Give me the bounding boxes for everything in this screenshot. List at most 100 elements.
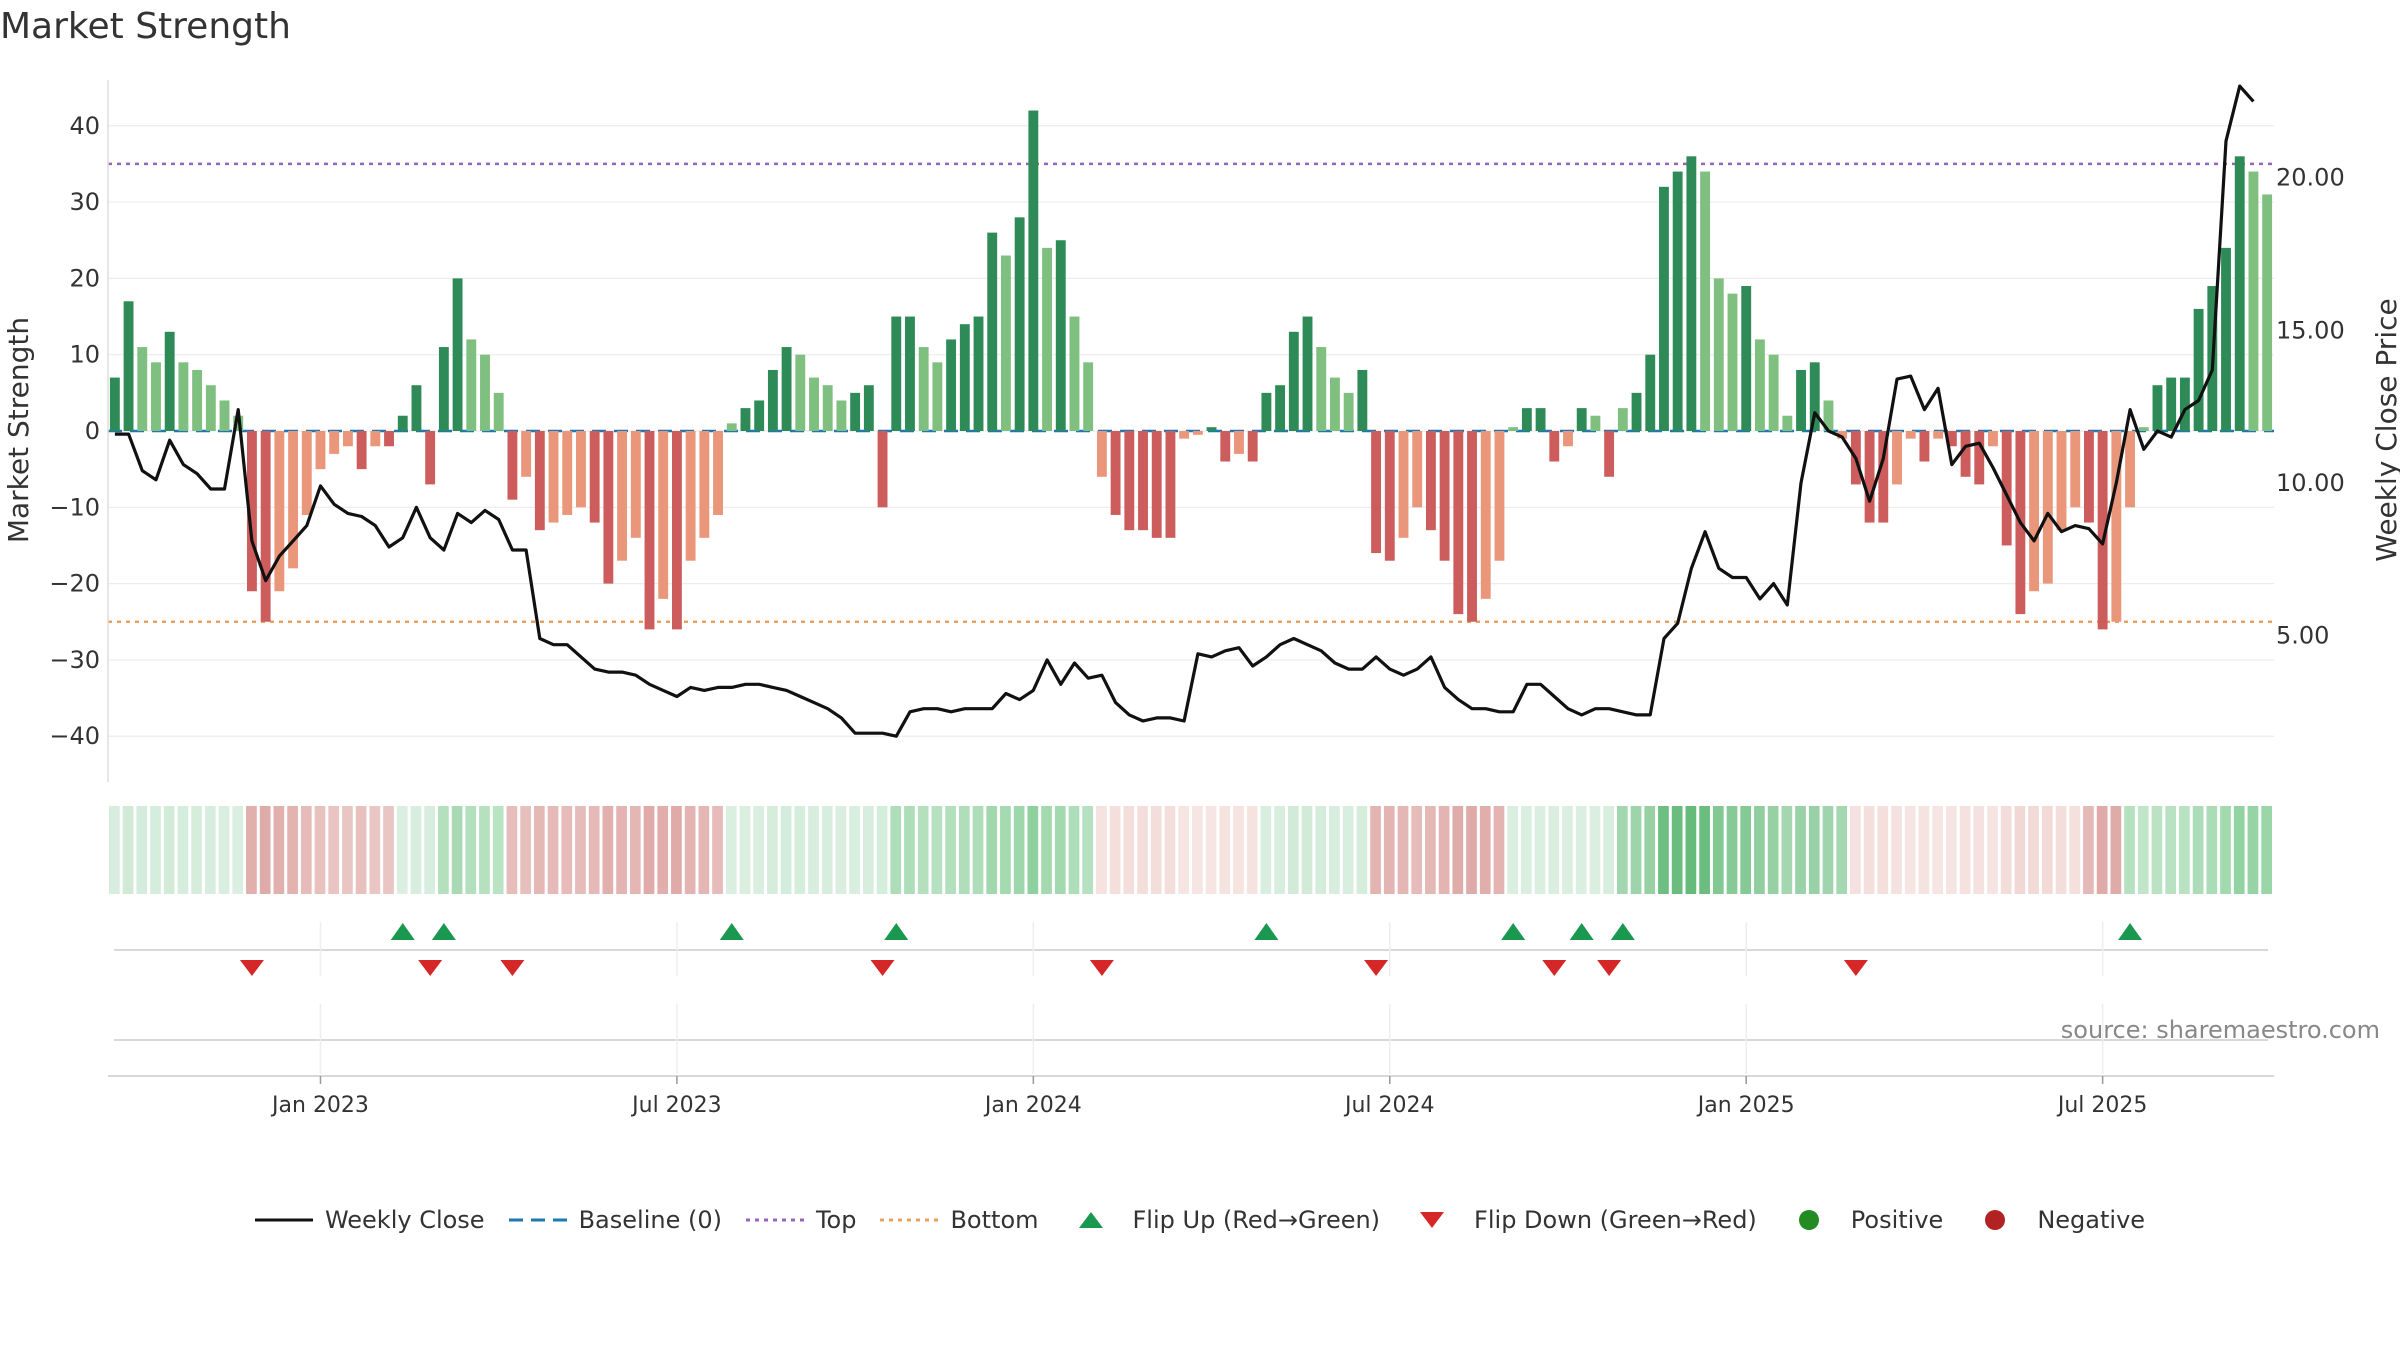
- strength-bar: [274, 431, 285, 592]
- strength-bar: [1028, 110, 1039, 432]
- legend-swatch: [508, 1218, 567, 1222]
- y2-tick-label: 10.00: [2276, 469, 2345, 497]
- regime-cell: [712, 806, 723, 894]
- regime-cell: [876, 806, 888, 894]
- regime-cell: [1178, 806, 1189, 894]
- legend-swatch: [1985, 1210, 2006, 1230]
- strength-bar: [713, 431, 723, 515]
- regime-cell: [218, 806, 230, 894]
- strength-bar: [959, 324, 970, 431]
- regime-cell: [1479, 806, 1491, 894]
- strength-bar: [576, 431, 586, 508]
- flip-up-marker: [1610, 923, 1635, 940]
- regime-cell: [2041, 806, 2053, 894]
- regime-cell: [684, 806, 696, 894]
- flip-down-marker: [1597, 960, 1622, 976]
- strength-bar: [301, 431, 312, 515]
- weekly-close-series: [114, 84, 2255, 738]
- strength-bar: [603, 431, 614, 584]
- strength-bar: [205, 385, 216, 431]
- legend-swatch: [254, 1218, 313, 1222]
- strength-bar: [1124, 431, 1135, 531]
- strength-bar: [987, 232, 998, 431]
- legend-swatch: [745, 1218, 804, 1222]
- strength-bar: [1110, 431, 1121, 515]
- strength-bar: [521, 431, 532, 477]
- legend-item-bottom: Bottom: [880, 1206, 1039, 1234]
- flip-down-marker: [1089, 960, 1114, 976]
- regime-cell: [1781, 806, 1793, 894]
- regime-cell: [1904, 806, 1916, 894]
- regime-cell: [1329, 806, 1340, 894]
- regime-cell: [1795, 806, 1806, 894]
- regime-cell: [1315, 806, 1327, 894]
- strength-bar: [288, 431, 299, 569]
- strength-bar: [863, 385, 874, 431]
- strength-bar: [1878, 431, 1889, 523]
- regime-cell: [1452, 806, 1464, 894]
- strength-bar: [1988, 431, 1998, 447]
- regime-cell: [1589, 806, 1601, 894]
- regime-cell: [1425, 806, 1436, 894]
- strength-bar: [1055, 240, 1066, 431]
- strength-bar: [1919, 431, 1930, 462]
- regime-cell: [1699, 806, 1710, 894]
- regime-cell: [1000, 806, 1011, 894]
- strength-bar: [1960, 431, 1971, 477]
- strength-bar: [1412, 431, 1423, 508]
- strength-bar: [1453, 431, 1464, 615]
- strength-bar: [644, 431, 655, 630]
- strength-bar: [1425, 431, 1436, 531]
- strength-bar: [1330, 377, 1340, 431]
- strength-bar: [438, 347, 449, 431]
- y-tick-label: 0: [85, 417, 100, 445]
- legend: Weekly Close Baseline (0) Top Bottom Flip Up…: [0, 1206, 2400, 1234]
- regime-cell: [355, 806, 367, 894]
- regime-cell: [1945, 806, 1957, 894]
- strength-bar: [452, 278, 463, 431]
- regime-cell: [1562, 806, 1573, 894]
- y-tick-label: −10: [49, 493, 100, 521]
- regime-cell: [300, 806, 312, 894]
- strength-bar: [109, 377, 120, 431]
- regime-cell: [821, 806, 833, 894]
- strength-bar: [1042, 247, 1052, 431]
- regime-cell: [520, 806, 531, 894]
- flip-down-marker: [870, 960, 895, 976]
- regime-cell: [1891, 806, 1902, 894]
- regime-cell: [287, 806, 298, 894]
- regime-cell: [1932, 806, 1943, 894]
- flip-up-marker: [884, 923, 909, 940]
- regime-cell: [1712, 806, 1724, 894]
- regime-cell: [1246, 806, 1258, 894]
- regime-cell: [410, 806, 422, 894]
- strength-bar: [1672, 171, 1683, 431]
- regime-cell: [533, 806, 545, 894]
- strength-bar: [425, 431, 436, 485]
- strength-bar: [2248, 171, 2259, 431]
- strength-bars: [109, 110, 2273, 630]
- y-tick-label: 30: [69, 188, 100, 216]
- strength-bar: [1933, 431, 1944, 439]
- regime-cell: [2083, 806, 2094, 894]
- regime-cell: [1658, 806, 1669, 894]
- regime-cell: [1150, 806, 1162, 894]
- regime-cell: [396, 806, 408, 894]
- strength-bar: [1261, 392, 1272, 431]
- regime-cell: [1822, 806, 1834, 894]
- strength-bar: [1151, 431, 1162, 538]
- strength-bar: [740, 408, 751, 431]
- strength-bar: [137, 347, 148, 431]
- regime-cell: [1575, 806, 1587, 894]
- strength-bar: [123, 301, 134, 431]
- strength-bar: [767, 369, 778, 431]
- strength-bar: [548, 431, 559, 523]
- regime-cell: [2110, 806, 2122, 894]
- strength-bar: [1946, 431, 1957, 447]
- strength-bar: [2166, 377, 2177, 431]
- regime-cell: [1808, 806, 1820, 894]
- regime-cell: [1356, 806, 1368, 894]
- strength-bar: [1549, 431, 1560, 462]
- strength-bar: [1754, 339, 1765, 431]
